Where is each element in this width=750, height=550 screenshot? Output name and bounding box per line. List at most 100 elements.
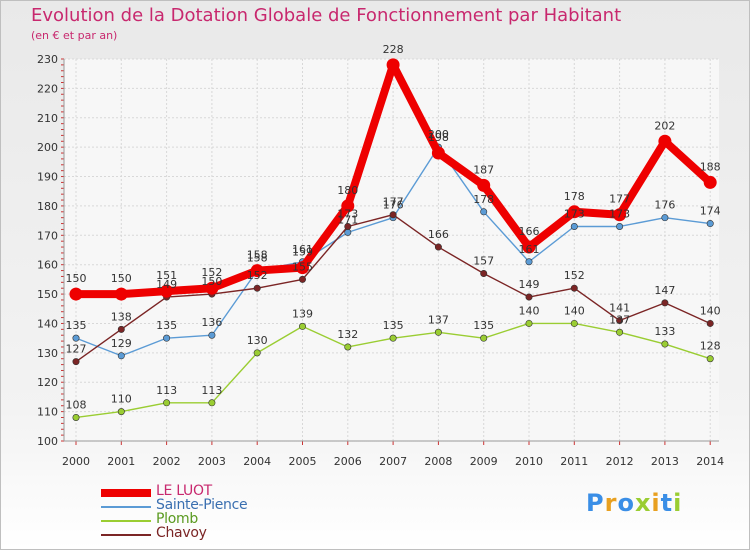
data-label: 129 (111, 337, 132, 350)
data-label: 161 (519, 243, 540, 256)
data-label: 152 (564, 269, 585, 282)
y-tick-label: 230 (37, 53, 58, 66)
data-point (706, 220, 714, 228)
data-point (616, 328, 624, 336)
logo-letter: P (586, 489, 605, 517)
data-point (72, 413, 80, 421)
data-point (525, 258, 533, 266)
data-label: 177 (383, 196, 404, 209)
x-tick-label: 2004 (243, 455, 271, 468)
data-point (386, 58, 400, 72)
x-tick-label: 2009 (470, 455, 498, 468)
data-point (253, 284, 261, 292)
x-tick-label: 2001 (107, 455, 135, 468)
legend-swatch (101, 520, 151, 522)
data-point (72, 334, 80, 342)
x-tick-label: 2003 (198, 455, 226, 468)
data-label: 180 (337, 184, 358, 197)
data-point (661, 340, 669, 348)
x-tick-label: 2007 (379, 455, 407, 468)
data-label: 136 (201, 316, 222, 329)
data-point (117, 408, 125, 416)
y-tick-label: 170 (37, 229, 58, 242)
y-tick-label: 220 (37, 82, 58, 95)
data-label: 159 (292, 246, 313, 259)
data-point (616, 317, 624, 325)
data-label: 177 (609, 193, 630, 206)
legend-swatch (101, 506, 151, 508)
y-tick-label: 160 (37, 259, 58, 272)
logo-letter: o (617, 489, 635, 517)
data-point (163, 334, 171, 342)
data-label: 150 (111, 272, 132, 285)
data-point (480, 270, 488, 278)
x-tick-label: 2014 (696, 455, 724, 468)
data-point (69, 287, 83, 301)
data-label: 133 (654, 325, 675, 338)
data-label: 176 (383, 199, 404, 212)
plot-area (64, 59, 719, 441)
data-label: 198 (428, 131, 449, 144)
data-label: 135 (383, 319, 404, 332)
data-label: 108 (66, 398, 87, 411)
data-point (525, 319, 533, 327)
data-point (250, 264, 264, 278)
data-label: 228 (383, 43, 404, 56)
data-point (163, 399, 171, 407)
grid (64, 58, 719, 442)
data-point (661, 299, 669, 307)
y-tick-label: 140 (37, 317, 58, 330)
x-tick-label: 2008 (424, 455, 452, 468)
data-point (298, 322, 306, 330)
data-label: 113 (201, 384, 222, 397)
logo-letter: x (634, 489, 652, 517)
data-label: 135 (473, 319, 494, 332)
data-label: 113 (156, 384, 177, 397)
data-label: 202 (654, 119, 675, 132)
x-tick-label: 2012 (606, 455, 634, 468)
data-label: 150 (201, 275, 222, 288)
x-tick-label: 2006 (334, 455, 362, 468)
y-tick-label: 190 (37, 171, 58, 184)
x-tick-label: 2005 (289, 455, 317, 468)
data-point (522, 240, 536, 254)
logo-letter: i (673, 489, 683, 517)
data-label: 135 (156, 319, 177, 332)
data-label: 137 (428, 313, 449, 326)
data-point (344, 222, 352, 230)
data-label: 151 (156, 269, 177, 282)
data-label: 140 (519, 304, 540, 317)
data-label: 138 (111, 310, 132, 323)
data-point (525, 293, 533, 301)
data-point (567, 205, 581, 219)
data-point (658, 134, 672, 148)
data-label: 135 (66, 319, 87, 332)
data-point (706, 355, 714, 363)
data-label: 166 (428, 228, 449, 241)
data-label: 176 (654, 199, 675, 212)
data-label: 140 (564, 304, 585, 317)
data-point (253, 349, 261, 357)
data-point (341, 199, 355, 213)
data-label: 147 (654, 284, 675, 297)
y-tick-label: 210 (37, 112, 58, 125)
data-label: 174 (700, 205, 721, 218)
legend-swatch (101, 489, 151, 497)
data-label: 173 (564, 207, 585, 220)
data-label: 155 (292, 260, 313, 273)
data-label: 157 (473, 255, 494, 268)
data-point (570, 319, 578, 327)
data-point (616, 222, 624, 230)
data-label: 200 (428, 128, 449, 141)
x-tick-label: 2011 (560, 455, 588, 468)
data-label: 187 (473, 163, 494, 176)
legend-label: Sainte-Pience (156, 497, 248, 513)
x-tick-label: 2010 (515, 455, 543, 468)
data-point (72, 358, 80, 366)
legend-label: Plomb (156, 511, 198, 527)
series (69, 58, 717, 421)
y-tick-label: 120 (37, 376, 58, 389)
line-chart: 100 110 120 130 140 150 160 170 180 190 200 210 220 2… (37, 43, 724, 468)
data-point (117, 325, 125, 333)
data-point (477, 178, 491, 192)
